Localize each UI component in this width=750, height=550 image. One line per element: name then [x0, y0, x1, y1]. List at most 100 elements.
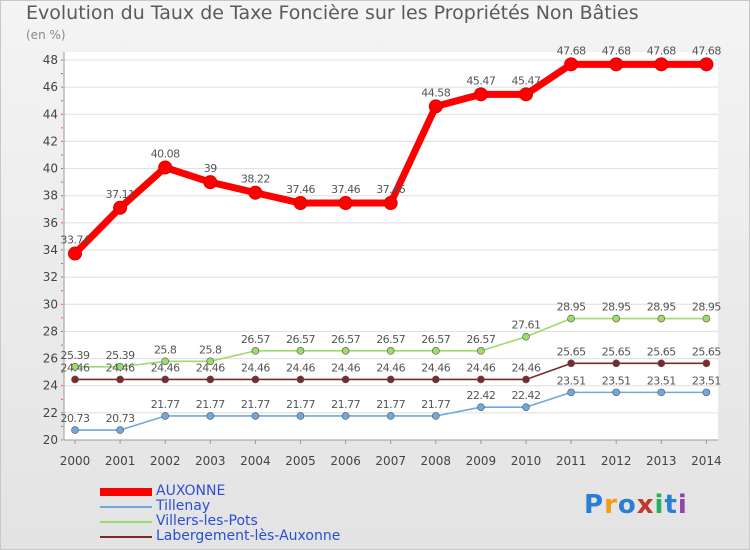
logo-letter: P — [584, 490, 605, 520]
data-point — [612, 314, 621, 323]
data-label: 21.77 — [376, 398, 405, 411]
legend: AUXONNE Tillenay Villers-les-Pots Laberg… — [100, 484, 340, 544]
data-point — [341, 375, 350, 384]
data-label: 24.46 — [241, 361, 270, 374]
y-tick-label: 34 — [43, 243, 58, 257]
data-label: 24.46 — [512, 361, 541, 374]
y-tick-label: 30 — [43, 297, 58, 311]
data-point — [702, 359, 711, 368]
data-label: 40.08 — [151, 147, 180, 160]
legend-item[interactable]: AUXONNE — [100, 484, 340, 499]
x-tick-label: 2004 — [240, 454, 271, 468]
data-label: 45.47 — [512, 74, 541, 87]
logo-letter: o — [617, 490, 637, 520]
data-point — [341, 412, 350, 420]
data-point — [477, 403, 485, 411]
data-point — [116, 375, 124, 384]
data-label: 37.46 — [376, 183, 405, 196]
data-point — [206, 357, 215, 366]
data-label: 24.46 — [376, 361, 405, 374]
data-label: 23.51 — [602, 374, 631, 387]
legend-label: AUXONNE — [156, 483, 226, 499]
data-label: 26.57 — [466, 333, 495, 346]
data-point — [386, 347, 395, 355]
data-label: 20.73 — [61, 412, 90, 425]
data-point — [293, 196, 308, 211]
data-label: 23.51 — [692, 374, 721, 387]
logo-letter: i — [677, 490, 688, 520]
x-tick-label: 2009 — [466, 454, 497, 468]
data-label: 37.46 — [331, 183, 360, 196]
data-label: 25.39 — [61, 349, 90, 362]
data-point — [431, 412, 440, 420]
data-label: 22.42 — [466, 389, 495, 402]
y-tick-label: 24 — [43, 379, 58, 393]
data-point — [71, 375, 79, 384]
data-label: 47.68 — [647, 44, 676, 57]
data-point — [702, 388, 711, 397]
data-point — [116, 426, 124, 434]
data-point — [567, 388, 575, 397]
data-label: 24.46 — [331, 361, 360, 374]
data-label: 22.42 — [512, 389, 541, 402]
data-label: 20.73 — [106, 412, 135, 425]
data-label: 39 — [204, 162, 217, 175]
logo-letter: t — [664, 490, 678, 520]
x-tick-label: 2008 — [421, 454, 452, 468]
data-label: 24.46 — [106, 361, 135, 374]
y-tick-label: 22 — [43, 406, 58, 420]
data-point — [203, 175, 218, 190]
data-point — [522, 403, 530, 411]
y-tick-label: 46 — [43, 80, 58, 94]
data-label: 26.57 — [331, 333, 360, 346]
data-label: 27.61 — [512, 319, 541, 332]
x-tick-label: 2011 — [556, 454, 587, 468]
data-label: 21.77 — [421, 398, 450, 411]
data-point — [473, 87, 488, 102]
x-tick-label: 2012 — [601, 454, 632, 468]
y-tick-label: 40 — [43, 162, 58, 176]
legend-item[interactable]: Villers-les-Pots — [100, 514, 340, 529]
x-tick-label: 2010 — [511, 454, 542, 468]
data-point — [567, 359, 575, 368]
data-label: 26.57 — [421, 333, 450, 346]
legend-item[interactable]: Tillenay — [100, 499, 340, 514]
data-point — [564, 57, 579, 72]
data-point — [341, 347, 350, 355]
data-point — [158, 160, 173, 175]
data-point — [522, 375, 530, 384]
data-point — [251, 412, 260, 420]
data-point — [522, 332, 530, 341]
data-label: 24.46 — [151, 361, 180, 374]
data-label: 33.74 — [61, 234, 90, 247]
data-label: 25.65 — [557, 345, 586, 358]
legend-item[interactable]: Labergement-lès-Auxonne — [100, 529, 340, 544]
data-point — [567, 314, 575, 323]
data-label: 24.46 — [286, 361, 315, 374]
data-point — [116, 363, 124, 371]
data-point — [386, 375, 395, 384]
data-point — [609, 57, 624, 72]
data-label: 45.47 — [466, 74, 495, 87]
x-tick-label: 2001 — [105, 454, 136, 468]
data-label: 25.65 — [692, 345, 721, 358]
data-label: 25.65 — [602, 345, 631, 358]
data-label: 21.77 — [286, 398, 315, 411]
data-label: 25.8 — [154, 343, 177, 356]
data-label: 26.57 — [241, 333, 270, 346]
data-label: 25.39 — [106, 349, 135, 362]
data-label: 25.8 — [199, 343, 222, 356]
data-point — [702, 314, 711, 323]
data-point — [428, 99, 443, 114]
y-tick-label: 28 — [43, 324, 58, 338]
plot-area — [64, 52, 718, 440]
data-point — [519, 87, 533, 102]
data-label: 28.95 — [647, 301, 676, 314]
data-point — [699, 57, 714, 72]
legend-label: Villers-les-Pots — [156, 513, 258, 529]
y-tick-label: 20 — [43, 433, 58, 447]
x-tick-label: 2006 — [330, 454, 361, 468]
data-point — [657, 359, 666, 368]
data-point — [206, 412, 215, 420]
